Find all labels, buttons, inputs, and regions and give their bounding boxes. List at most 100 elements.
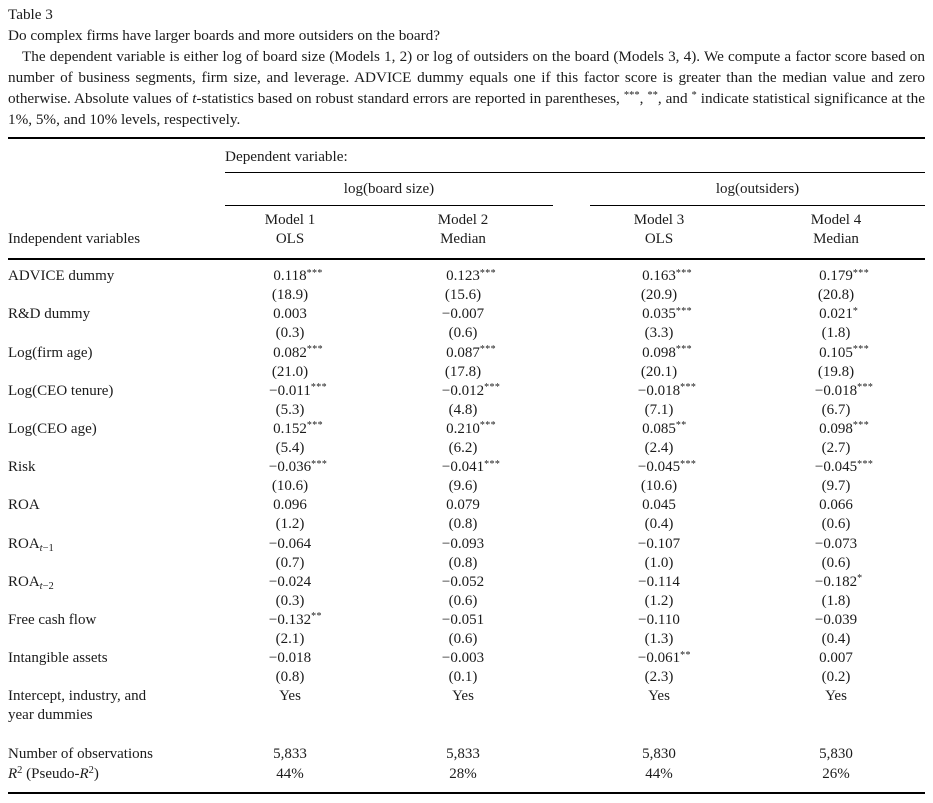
coefficient-cell: 0.003 [273,306,307,323]
coefficient-cell: 0.035 *** [571,305,747,324]
tstat-cell: (20.1) [640,363,678,380]
row-label: Log(CEO tenure) [8,382,114,399]
tstat-cell: (0.4) [821,630,851,647]
table-row: Log(CEO age) 0.152 *** 0.210 *** 0.085 ** 0.098… [8,420,925,439]
tstat-cell: (0.3) [275,592,305,609]
significance-stars: *** [484,382,501,394]
table-body: ADVICE dummy 0.118 *** 0.123 *** 0.163 *** 0.17… [8,259,925,792]
tstat-cell: (2.3) [644,669,674,686]
empty-label-cell [8,401,225,420]
coefficient-cell: −0.011 *** [225,382,355,401]
significance-stars: *** [852,267,870,279]
table-row: ROAt−1 −0.064 −0.093 −0.107 −0.073 [8,535,925,554]
coefficient-cell: −0.018 *** [571,382,747,401]
coefficient-cell: 0.163 *** [571,259,747,286]
value-cell: 5,830 [642,746,676,763]
value-cell: 5,830 [819,746,853,763]
tstat-cell: (2.4) [644,440,674,457]
tstat-row: (5.3) (4.8) (7.1) (6.7) [8,401,925,420]
tstat-cell: (0.6) [821,554,851,571]
coefficient-cell: −0.052 [441,573,485,590]
coefficient-cell: −0.132 ** [225,611,355,630]
coefficient-cell: 0.007 [819,650,853,667]
empty-label-cell [8,324,225,343]
tstat-row: (2.1) (0.6) (1.3) (0.4) [8,630,925,649]
tstat-row: (0.3) (0.6) (3.3) (1.8) [8,324,925,343]
significance-stars: *** [675,267,693,279]
tstat-cell: (20.8) [817,287,855,304]
coefficient-cell: −0.107 [637,535,681,552]
significance-stars: *** [852,420,870,432]
spacer-row [8,725,925,745]
tstat-row: (0.3) (0.6) (1.2) (1.8) [8,592,925,611]
empty-label-cell [8,592,225,611]
model-3-header: Model 3 OLS [571,206,747,261]
model-1-name: Model 1 [264,212,316,228]
coefficient-cell: 0.179 *** [747,259,925,286]
coefficient-cell: 0.079 [446,497,480,514]
model-4-header: Model 4 Median [747,206,926,261]
coefficient-cell: −0.064 [268,535,312,552]
tstat-cell: (0.6) [448,630,478,647]
value-cell: 26% [822,765,850,782]
tstat-cell: (6.2) [448,440,478,457]
coefficient-cell: 0.118 *** [225,259,355,286]
tstat-cell: (0.8) [448,516,478,533]
tstat-cell: (4.8) [448,401,478,418]
value-cell: Yes [452,688,474,705]
coefficient-cell: 0.105 *** [747,344,925,363]
table-row: R&D dummy 0.003 −0.007 0.035 *** 0.021 * [8,305,925,324]
tstat-cell: (0.6) [448,325,478,342]
coefficient-cell: 0.210 *** [355,420,571,439]
significance-stars: *** [306,267,323,279]
value-cell: 44% [276,765,304,782]
empty-label-cell [8,363,225,382]
coefficient-cell: −0.093 [441,535,485,552]
tstat-cell: (1.0) [644,554,674,571]
coefficient-cell: −0.039 [814,611,858,628]
table-row: ROAt−2 −0.024 −0.052 −0.114 −0.182 * [8,573,925,592]
coefficient-cell: −0.012 *** [355,382,571,401]
value-cell: 44% [645,765,673,782]
value-cell: Yes [279,688,301,705]
value-cell: 5,833 [446,746,480,763]
empty-label-cell [8,439,225,458]
significance-stars: *** [310,382,328,394]
significance-stars: *** [675,344,693,356]
empty-label-cell [8,286,225,305]
group-header-row: log(board size) log(outsiders) [8,173,926,206]
significance-stars: * [857,573,863,585]
row-label: Free cash flow [8,611,97,628]
model-2-method: Median [440,231,486,248]
tstat-row: (0.7) (0.8) (1.0) (0.6) [8,554,925,573]
coefficient-cell: −0.018 *** [747,382,925,401]
tstat-row: (5.4) (6.2) (2.4) (2.7) [8,439,925,458]
coefficient-cell: 0.066 [819,497,853,514]
coefficient-cell: 0.152 *** [225,420,355,439]
tstat-cell: (1.2) [275,516,305,533]
tstat-cell: (15.6) [444,287,482,304]
table-row: Number of observations 5,833 5,833 5,830 5,8… [8,745,925,764]
empty-label-cell [8,554,225,573]
coefficient-cell: 0.098 *** [747,420,925,439]
value-cell: 28% [449,765,477,782]
empty-label-cell [8,515,225,534]
coefficient-cell: −0.051 [441,611,485,628]
coefficient-cell: 0.123 *** [355,259,571,286]
coefficient-cell: −0.041 *** [355,458,571,477]
significance-stars: *** [857,382,874,394]
empty-label-cell [8,477,225,496]
tstat-cell: (21.0) [271,363,309,380]
coefficient-cell: −0.061 ** [571,649,747,668]
table-row: Free cash flow −0.132 ** −0.051 −0.110 −0.039 [8,611,925,630]
table-row: Risk −0.036 *** −0.041 *** −0.045 *** −0.045 *** [8,458,925,477]
coefficient-cell: 0.045 [642,497,676,514]
significance-stars: *** [479,344,497,356]
row-label: ROA [8,497,40,514]
model-1-method: OLS [275,231,305,248]
tstat-cell: (0.3) [275,325,305,342]
tstat-cell: (10.6) [640,478,678,495]
coefficient-cell: 0.087 *** [355,344,571,363]
spacer-cell [8,725,925,745]
